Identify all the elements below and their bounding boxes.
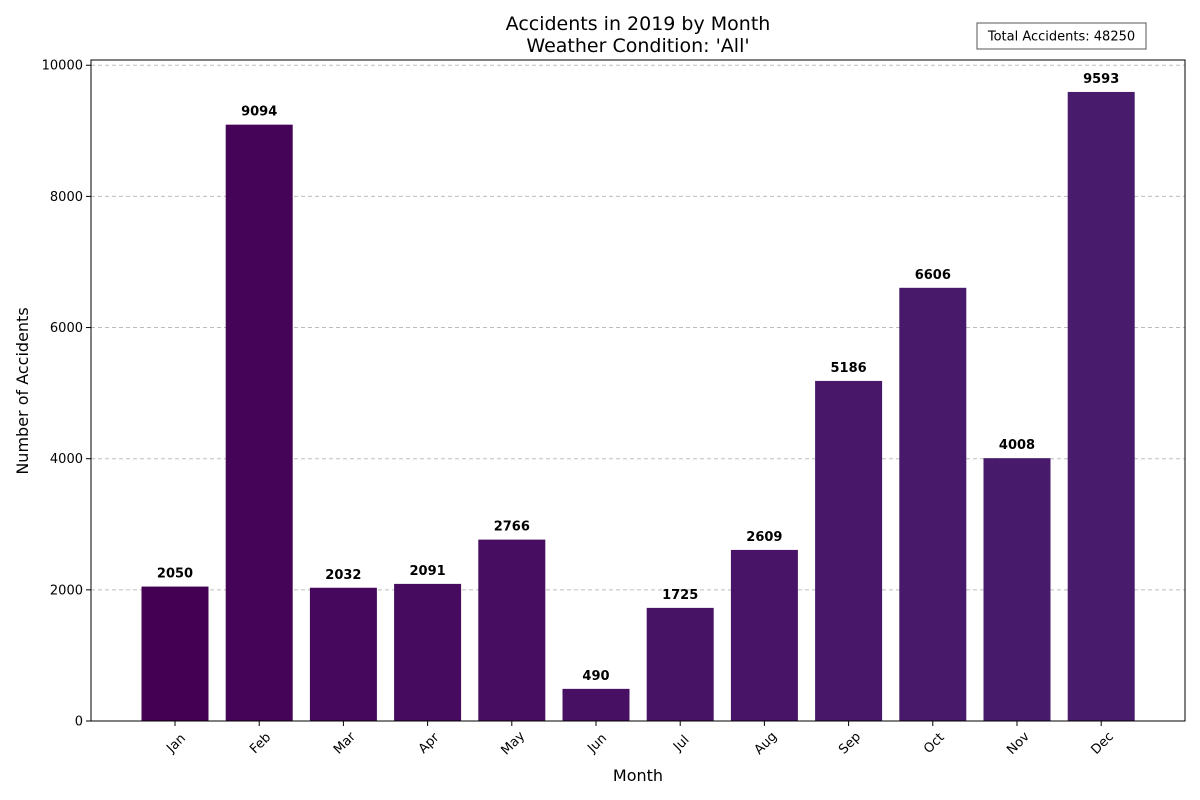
bar-value-label-oct: 6606 — [915, 268, 951, 283]
bar-value-label-mar: 2032 — [325, 568, 361, 583]
bar-dec — [1067, 91, 1135, 721]
chart-subtitle: Weather Condition: 'All' — [526, 35, 749, 57]
y-tick-label: 0 — [75, 715, 83, 730]
bar-value-label-jul: 1725 — [662, 588, 698, 603]
bar-mar — [309, 587, 377, 721]
y-tick-label: 10000 — [42, 59, 83, 74]
bar-oct — [899, 287, 967, 721]
x-axis-title: Month — [613, 766, 663, 785]
bar-aug — [730, 549, 798, 721]
y-tick-label: 2000 — [50, 583, 83, 598]
bar-value-label-apr: 2091 — [410, 564, 446, 579]
bar-feb — [225, 124, 293, 721]
y-tick-label: 6000 — [50, 321, 83, 336]
chart-title: Accidents in 2019 by Month — [506, 13, 771, 35]
bar-value-label-jun: 490 — [582, 669, 609, 684]
bar-value-label-feb: 9094 — [241, 105, 277, 120]
bar-jan — [141, 586, 209, 721]
bar-value-label-nov: 4008 — [999, 438, 1035, 453]
y-axis-title: Number of Accidents — [13, 307, 32, 474]
plot-frame — [90, 59, 1186, 722]
bar-apr — [394, 583, 462, 721]
bar-may — [478, 539, 546, 721]
annotation-text: Total Accidents: 48250 — [987, 30, 1135, 45]
bars — [141, 91, 1135, 721]
bar-jul — [646, 607, 714, 721]
bar-value-label-dec: 9593 — [1083, 72, 1119, 87]
y-axis: 0 2000 4000 6000 8000 10000 — [42, 59, 91, 730]
bar-value-label-aug: 2609 — [746, 530, 782, 545]
bar-value-label-sep: 5186 — [831, 361, 867, 376]
bar-sep — [815, 380, 883, 721]
bar-jun — [562, 688, 630, 721]
bar-value-label-jan: 2050 — [157, 567, 193, 582]
bar-nov — [983, 458, 1051, 721]
y-tick-label: 4000 — [50, 452, 83, 467]
y-tick-label: 8000 — [50, 190, 83, 205]
bar-value-labels: 2050 9094 2032 2091 2766 490 1725 2609 5186 6606 4… — [157, 72, 1119, 684]
total-accidents-annotation: Total Accidents: 48250 — [976, 22, 1147, 50]
annotation-box-frame — [976, 22, 1147, 50]
bar-value-label-may: 2766 — [494, 520, 530, 535]
